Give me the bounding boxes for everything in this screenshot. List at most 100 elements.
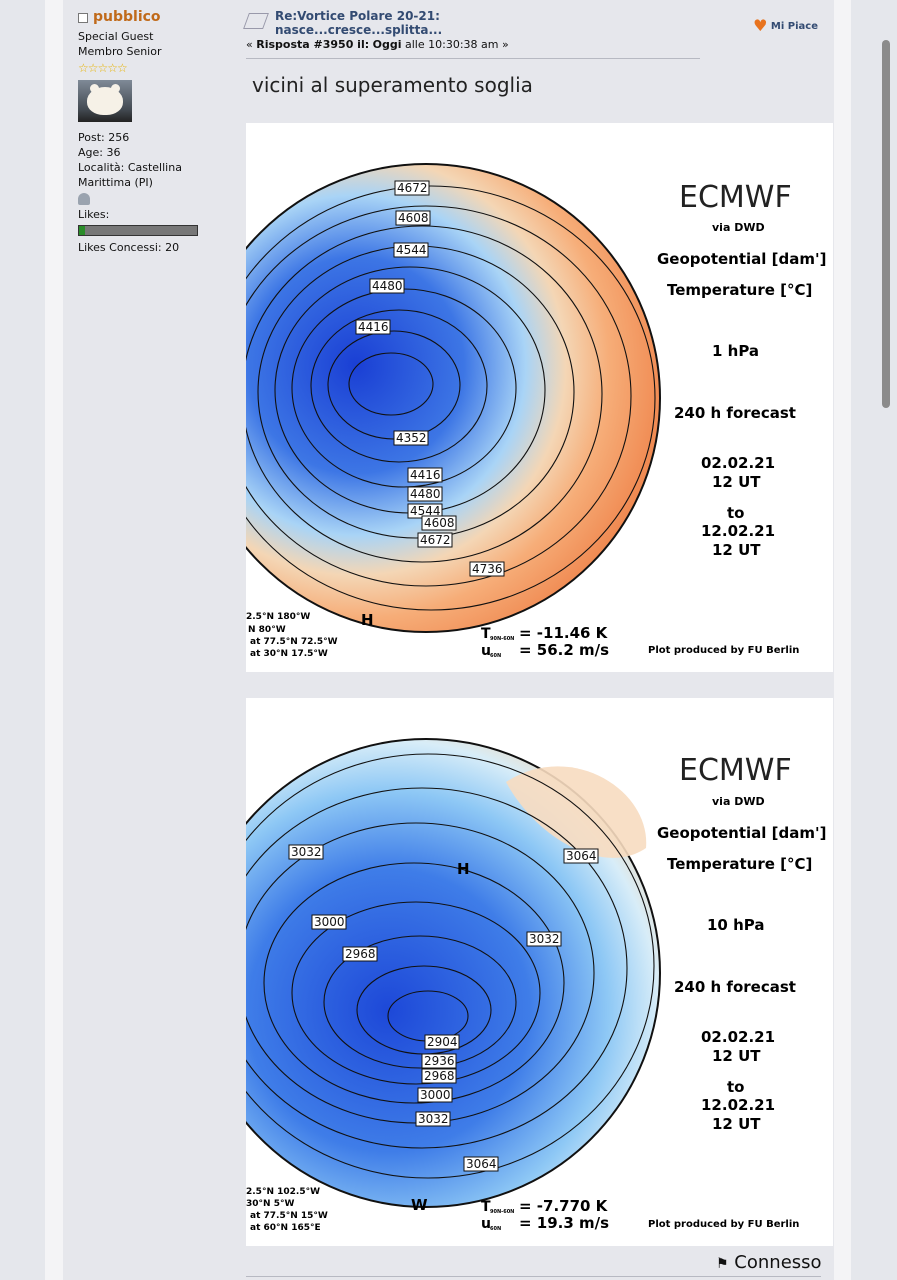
info-line-1: 2.5°N 102.5°W [246, 1187, 320, 1197]
contour-label-box [393, 430, 429, 446]
contour-label: 3032 [529, 932, 560, 946]
chart-credit: Plot produced by FU Berlin [648, 1219, 799, 1230]
contour-label-box [463, 1156, 499, 1172]
like-button[interactable]: ♥ Mi Piace [753, 16, 818, 35]
chart-to-word: to [727, 1078, 744, 1096]
temperature-subscript: 90N-60N [490, 1209, 514, 1215]
contour-label: 3032 [418, 1112, 449, 1126]
contour-label-box [407, 467, 443, 483]
wind-value: = 56.2 m/s [519, 641, 609, 659]
likes-given: Likes Concessi: 20 [78, 241, 180, 254]
chart-from-date: 02.02.21 [701, 454, 775, 472]
post-meta: « Risposta #3950 il: Oggi alle 10:30:38 … [246, 38, 826, 51]
info-line-2: 30°N 5°W [246, 1199, 294, 1209]
contour-label-box [395, 210, 431, 226]
wind-symbol: u [481, 643, 491, 659]
rank-stars-icon: ☆☆☆☆☆ [78, 61, 128, 75]
contour-label-box [421, 515, 457, 531]
contour-label-box [355, 319, 391, 335]
contour-label: 3000 [420, 1088, 451, 1102]
contour-label-box [415, 1111, 451, 1127]
contour-label-box [421, 1053, 457, 1069]
chart-from-time: 12 UT [712, 473, 761, 491]
post-time: alle 10:30:38 am » [401, 38, 509, 51]
user-title: Special Guest [78, 30, 154, 43]
contour-label-box [369, 278, 405, 294]
user-age: Age: 36 [78, 146, 121, 159]
contour-label: 3064 [466, 1157, 497, 1171]
info-line-4: at 60°N 165°E [250, 1223, 321, 1233]
chart-from-time: 12 UT [712, 1047, 761, 1065]
high-pressure-symbol: H [361, 611, 374, 629]
post-title-link[interactable]: Re:Vortice Polare 20-21: nasce...cresce.… [275, 9, 443, 37]
warm-symbol: W [411, 1196, 428, 1214]
contour-label-box [563, 848, 599, 864]
wind-subscript: 60N [490, 653, 501, 659]
username-link[interactable]: pubblico [93, 9, 161, 25]
heart-icon: ♥ [753, 16, 768, 35]
info-line-1: 2.5°N 180°W [246, 612, 310, 622]
reply-prefix: « [246, 38, 257, 51]
contour-label: 4608 [424, 516, 455, 530]
like-label: Mi Piace [770, 21, 818, 32]
scrollbar-thumb[interactable] [882, 40, 890, 408]
contour-label: 3000 [314, 915, 345, 929]
contour-label: 4352 [396, 431, 427, 445]
avatar[interactable] [78, 80, 132, 122]
chart-to-date: 12.02.21 [701, 1096, 775, 1114]
contour-label-box [311, 914, 347, 930]
temperature-symbol: T [481, 626, 491, 642]
temperature-value: = -11.46 K [519, 624, 609, 642]
bottom-divider [246, 1276, 821, 1277]
ecmwf-forecast-map-10hpa[interactable]: 3032 3064 3000 3032 2968 2904 2936 2968 3000 3032… [246, 698, 833, 1246]
chart-brand: ECMWF [679, 180, 792, 215]
user-rank: Membro Senior [78, 45, 162, 58]
offline-status-icon [78, 12, 88, 23]
chart-to-word: to [727, 504, 744, 522]
user-profile-sidebar: pubblico Special Guest Membro Senior ☆☆☆… [78, 10, 238, 255]
chart-brand: ECMWF [679, 753, 792, 788]
chart-to-time: 12 UT [712, 1115, 761, 1133]
contour-label: 4672 [420, 533, 451, 547]
chart-param-temperature: Temperature [°C] [667, 281, 812, 299]
username-row: pubblico [78, 10, 238, 25]
connected-label: Connesso [734, 1252, 822, 1273]
likes-label: Likes: [78, 208, 110, 221]
chart-param-geopotential: Geopotential [dam'] [657, 824, 826, 842]
contour-label: 4480 [410, 487, 441, 501]
post-date-day: Oggi [372, 38, 402, 51]
chart-to-time: 12 UT [712, 541, 761, 559]
chart-forecast: 240 h forecast [674, 404, 796, 422]
user-location: Località: Castellina Marittima (PI) [78, 161, 182, 189]
contour-label: 2968 [345, 947, 376, 961]
post-body-text: vicini al superamento soglia [252, 73, 533, 97]
contour-label: 4544 [396, 243, 427, 257]
contour-label-box [417, 532, 453, 548]
post-count: Post: 256 [78, 131, 130, 144]
profile-icon[interactable] [78, 193, 90, 205]
contour-label-box [288, 844, 324, 860]
contour-label-box [526, 931, 562, 947]
chart-credit: Plot produced by FU Berlin [648, 645, 799, 656]
contour-label: 4608 [398, 211, 429, 225]
connected-status: ⚑ Connesso [716, 1252, 822, 1273]
chart-to-date: 12.02.21 [701, 522, 775, 540]
chart-level: 1 hPa [712, 342, 759, 360]
chart-source: via DWD [712, 221, 765, 234]
contour-label: 4480 [372, 279, 403, 293]
contour-label-box [424, 1034, 460, 1050]
wind-value: = 19.3 m/s [519, 1214, 609, 1232]
chart-param-geopotential: Geopotential [dam'] [657, 250, 826, 268]
header-divider [246, 58, 700, 59]
chart-source: via DWD [712, 795, 765, 808]
contour-label-box [417, 1087, 453, 1103]
contour-label: 4416 [358, 320, 389, 334]
reply-number: Risposta #3950 il: [256, 38, 370, 51]
ecmwf-forecast-map-1hpa[interactable]: 4672 4608 4544 4480 4416 4352 4416 4480 4544 4608… [246, 123, 833, 672]
contour-label: 4416 [410, 468, 441, 482]
info-line-2: N 80°W [248, 625, 286, 635]
contour-label-box [407, 486, 443, 502]
temperature-subscript: 90N-60N [490, 636, 514, 642]
contour-label-box [421, 1068, 457, 1084]
chart-forecast: 240 h forecast [674, 978, 796, 996]
